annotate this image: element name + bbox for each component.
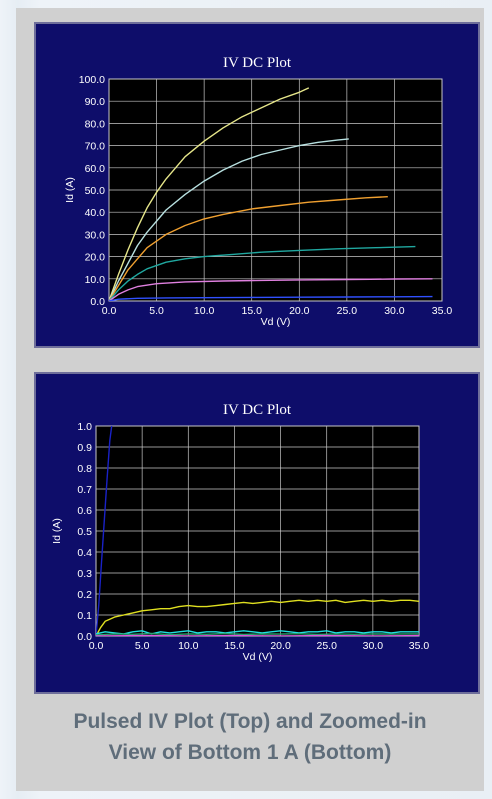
chart-0-ytick-6: 60.0 — [85, 163, 106, 175]
chart-1-ytick-9: 0.9 — [77, 442, 92, 454]
chart-1-ytick-8: 0.8 — [77, 463, 92, 475]
caption-line-1: Pulsed IV Plot (Top) and Zoomed-in — [73, 710, 427, 733]
chart-0-ytick-9: 90.0 — [85, 96, 106, 108]
chart-0-series-3 — [109, 245, 416, 301]
chart-1-ytick-7: 0.7 — [77, 484, 92, 496]
chart-0-plot-border — [108, 78, 443, 302]
chart-1-ytick-0: 0.0 — [77, 631, 92, 643]
chart-1-xtick-6: 30.0 — [363, 640, 384, 652]
chart-1-xtick-0: 0.0 — [89, 640, 104, 652]
chart-0-series-0 — [109, 87, 310, 301]
chart-1-svg: IV DC Plot 0.0 5.0 10.0 15.0 20.0 25.0 30.0 35.0… — [51, 402, 430, 663]
chart-0-xtick-4: 20.0 — [289, 305, 310, 317]
chart-1-xtick-2: 10.0 — [178, 640, 199, 652]
chart-1-series-3 — [96, 632, 419, 636]
chart-1-series-0 — [96, 426, 113, 636]
chart-1-ytick-10: 1.0 — [77, 421, 92, 433]
chart-0-series-1 — [109, 138, 349, 301]
chart-0-ytick-5: 50.0 — [85, 185, 106, 197]
chart-1-xtick-1: 5.0 — [135, 640, 150, 652]
chart-0-xtick-0: 0.0 — [102, 305, 117, 317]
top-iv-plot: IV DC Plot 0.0 5.0 10.0 15.0 20.0 25.0 30.0 35.0… — [34, 22, 480, 348]
chart-1-xtick-3: 15.0 — [224, 640, 245, 652]
chart-1-xtick-7: 35.0 — [409, 640, 430, 652]
chart-0-xtick-2: 10.0 — [194, 305, 215, 317]
chart-0-xtick-1: 5.0 — [149, 305, 164, 317]
chart-0-series-2 — [109, 196, 388, 301]
chart-0-series-group — [109, 87, 433, 301]
chart-0-ytick-10: 100.0 — [79, 74, 105, 86]
chart-0-ytick-3: 30.0 — [85, 229, 106, 241]
chart-0-title: IV DC Plot — [223, 55, 292, 71]
chart-0-svg: IV DC Plot 0.0 5.0 10.0 15.0 20.0 25.0 30.0 35.0… — [64, 55, 453, 328]
chart-0-ytick-2: 20.0 — [85, 252, 106, 264]
chart-0-xtick-5: 25.0 — [337, 305, 358, 317]
chart-1-ytick-6: 0.6 — [77, 505, 92, 517]
chart-0-ylabel: Id (A) — [64, 177, 76, 203]
chart-1-title: IV DC Plot — [223, 402, 292, 418]
chart-0-ytick-8: 80.0 — [85, 118, 106, 130]
bottom-iv-plot: IV DC Plot 0.0 5.0 10.0 15.0 20.0 25.0 30.0 35.0… — [34, 372, 480, 694]
chart-1-ytick-1: 0.1 — [77, 610, 92, 622]
chart-0-xtick-7: 35.0 — [432, 305, 453, 317]
chart-0-xtick-6: 30.0 — [384, 305, 405, 317]
chart-1-ytick-3: 0.3 — [77, 568, 92, 580]
chart-0-ytick-4: 40.0 — [85, 207, 106, 219]
chart-0-xlabel: Vd (V) — [261, 316, 291, 328]
chart-1-xtick-4: 20.0 — [270, 640, 291, 652]
chart-0-xtick-3: 15.0 — [241, 305, 262, 317]
chart-0-ytick-7: 70.0 — [85, 141, 106, 153]
chart-1-ytick-4: 0.4 — [77, 547, 92, 559]
chart-1-ytick-5: 0.5 — [77, 526, 92, 538]
chart-0-ytick-0: 0.0 — [90, 296, 105, 308]
chart-1-ytick-2: 0.2 — [77, 589, 92, 601]
figure-caption: Pulsed IV Plot (Top) and Zoomed-in View … — [16, 706, 484, 768]
chart-0-series-4 — [109, 278, 433, 301]
chart-1-series-1 — [96, 599, 419, 636]
chart-1-xlabel: Vd (V) — [243, 651, 273, 663]
chart-0-series-5 — [109, 295, 433, 301]
chart-1-xtick-5: 25.0 — [316, 640, 337, 652]
chart-1-series-group — [96, 426, 419, 636]
caption-line-2: View of Bottom 1 A (Bottom) — [108, 741, 392, 764]
chart-0-ytick-1: 10.0 — [85, 274, 106, 286]
chart-1-ylabel: Id (A) — [51, 518, 63, 544]
